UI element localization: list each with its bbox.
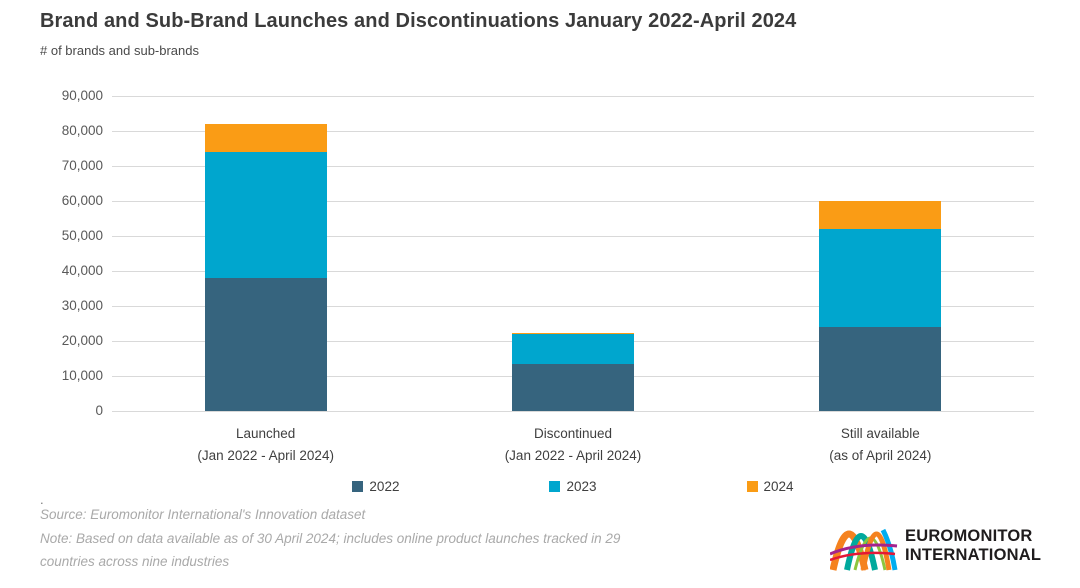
legend-item-2023: 2023 — [549, 479, 597, 494]
category-label: Still available (as of April 2024) — [727, 423, 1034, 467]
legend-label-2023: 2023 — [566, 479, 597, 494]
y-tick-label: 50,000 — [61, 228, 103, 243]
bar-segment-2024 — [204, 124, 327, 152]
stray-period: . — [40, 492, 44, 507]
bar-segment-2024 — [819, 201, 942, 229]
category-label-line1: Still available — [840, 426, 920, 441]
footnotes: Source: Euromonitor International's Inno… — [40, 503, 620, 574]
chart-title: Brand and Sub-Brand Launches and Discont… — [40, 10, 797, 32]
legend-item-2022: 2022 — [352, 479, 399, 494]
bar-segment-2022 — [204, 278, 327, 411]
euromonitor-logo-mark — [830, 528, 898, 571]
y-tick-label: 90,000 — [61, 88, 103, 103]
plot-area — [112, 96, 1034, 412]
category-label-line2: (Jan 2022 - April 2024) — [504, 448, 642, 463]
y-tick-label: 60,000 — [61, 193, 103, 208]
gridline — [112, 96, 1034, 97]
bar-still-available — [819, 201, 942, 411]
category-label-line2: (as of April 2024) — [829, 448, 932, 463]
y-tick-label: 40,000 — [61, 263, 103, 278]
gridline — [112, 306, 1034, 307]
y-tick-label: 70,000 — [61, 158, 103, 173]
gridline — [112, 411, 1034, 412]
category-label: Launched (Jan 2022 - April 2024) — [112, 423, 419, 467]
y-tick-label: 0 — [95, 403, 103, 418]
bar-segment-2024 — [512, 332, 634, 334]
x-axis-labels: Launched (Jan 2022 - April 2024) Discontin… — [112, 423, 1034, 467]
euromonitor-logo-text: EUROMONITOR INTERNATIONAL — [905, 527, 1041, 565]
y-axis: 90,000 80,000 70,000 60,000 50,000 40,000 30,0… — [0, 88, 103, 418]
gridline — [112, 271, 1034, 272]
bar-segment-2023 — [819, 229, 942, 327]
category-label-line2: (Jan 2022 - April 2024) — [197, 448, 334, 463]
category-label-line1: Launched — [236, 426, 296, 441]
bar-segment-2022 — [819, 327, 942, 411]
gridline — [112, 131, 1034, 132]
y-tick-label: 20,000 — [61, 333, 103, 348]
source-line: Source: Euromonitor International's Inno… — [40, 507, 366, 522]
bar-launched — [204, 124, 327, 411]
y-tick-label: 10,000 — [61, 368, 103, 383]
legend-swatch-2022 — [352, 481, 364, 492]
legend-swatch-2024 — [746, 481, 758, 492]
category-label: Discontinued (Jan 2022 - April 2024) — [419, 423, 726, 467]
bar-segment-2023 — [204, 152, 327, 278]
legend-label-2022: 2022 — [369, 479, 400, 494]
y-tick-label: 80,000 — [61, 123, 103, 138]
chart-legend: 2022 2023 2024 — [112, 479, 1034, 494]
gridline — [112, 201, 1034, 202]
note-line-1: Note: Based on data available as of 30 A… — [40, 530, 621, 546]
euromonitor-logo: EUROMONITOR INTERNATIONAL — [830, 524, 1041, 572]
y-tick-label: 30,000 — [61, 298, 103, 313]
category-label-line1: Discontinued — [533, 426, 613, 441]
bar-segment-2023 — [512, 334, 634, 364]
logo-line-2: INTERNATIONAL — [905, 546, 1042, 564]
legend-label-2024: 2024 — [763, 479, 794, 494]
bar-segment-2022 — [512, 363, 634, 411]
logo-line-1: EUROMONITOR — [905, 527, 1033, 545]
legend-item-2024: 2024 — [746, 479, 794, 494]
bar-discontinued — [512, 332, 634, 411]
chart-subtitle: # of brands and sub-brands — [40, 43, 199, 58]
gridline — [112, 236, 1034, 237]
legend-swatch-2023 — [549, 481, 561, 492]
note-line-2: countries across nine industries — [40, 554, 230, 569]
gridline — [112, 166, 1034, 167]
